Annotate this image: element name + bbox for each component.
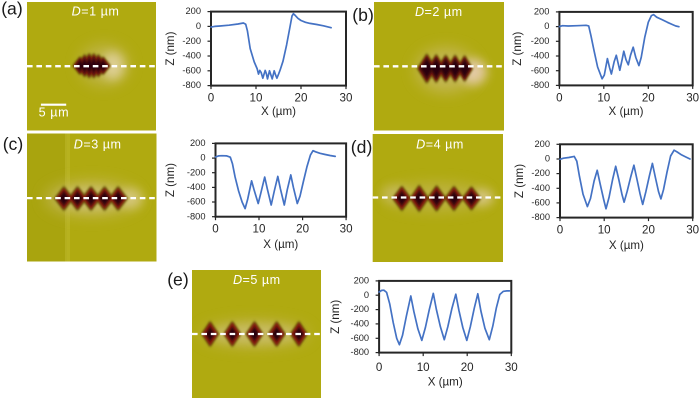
svg-text:X (µm): X (µm) xyxy=(261,105,296,118)
svg-text:(a): (a) xyxy=(1,0,23,18)
svg-text:X (µm): X (µm) xyxy=(428,376,463,389)
svg-text:5 µm: 5 µm xyxy=(39,106,70,120)
svg-text:-400: -400 xyxy=(531,51,550,61)
svg-text:-800: -800 xyxy=(182,80,201,90)
svg-text:0: 0 xyxy=(200,153,205,163)
svg-text:0: 0 xyxy=(196,21,201,31)
svg-text:20: 20 xyxy=(642,91,655,104)
svg-text:10: 10 xyxy=(597,91,610,104)
svg-text:0: 0 xyxy=(212,223,218,236)
svg-text:0: 0 xyxy=(545,154,550,164)
svg-text:-800: -800 xyxy=(187,211,206,221)
svg-text:X (µm): X (µm) xyxy=(263,238,298,251)
svg-text:-200: -200 xyxy=(350,304,369,314)
svg-text:Z (nm): Z (nm) xyxy=(164,31,177,65)
svg-text:0: 0 xyxy=(364,290,369,300)
svg-text:-800: -800 xyxy=(531,212,550,222)
svg-text:-600: -600 xyxy=(187,197,206,207)
svg-text:X (µm): X (µm) xyxy=(609,239,644,252)
svg-text:200: 200 xyxy=(185,6,201,16)
svg-text:20: 20 xyxy=(296,223,309,236)
svg-text:-600: -600 xyxy=(531,65,550,75)
svg-text:0: 0 xyxy=(376,361,382,374)
svg-text:-800: -800 xyxy=(531,80,550,90)
svg-text:0: 0 xyxy=(544,21,549,31)
svg-text:10: 10 xyxy=(253,223,266,236)
svg-text:200: 200 xyxy=(534,7,550,17)
svg-text:10: 10 xyxy=(250,92,263,105)
svg-text:D=3 µm: D=3 µm xyxy=(74,137,122,151)
svg-text:D=5 µm: D=5 µm xyxy=(233,273,281,287)
svg-text:200: 200 xyxy=(534,139,550,149)
svg-text:0: 0 xyxy=(208,92,214,105)
svg-text:-200: -200 xyxy=(531,168,550,178)
svg-text:(b): (b) xyxy=(352,5,374,25)
svg-text:-600: -600 xyxy=(182,65,201,75)
svg-text:0: 0 xyxy=(556,91,562,104)
svg-text:30: 30 xyxy=(340,92,353,105)
svg-text:20: 20 xyxy=(295,92,308,105)
svg-text:30: 30 xyxy=(686,224,699,237)
svg-text:200: 200 xyxy=(354,276,370,286)
svg-text:X (µm): X (µm) xyxy=(608,105,643,118)
svg-text:20: 20 xyxy=(642,224,655,237)
svg-text:-600: -600 xyxy=(350,333,369,343)
svg-text:-400: -400 xyxy=(187,182,206,192)
svg-text:-200: -200 xyxy=(187,167,206,177)
svg-text:10: 10 xyxy=(598,224,611,237)
svg-text:10: 10 xyxy=(417,361,430,374)
svg-text:30: 30 xyxy=(686,91,699,104)
svg-text:20: 20 xyxy=(461,361,474,374)
svg-text:Z (nm): Z (nm) xyxy=(513,164,526,198)
svg-text:D=4 µm: D=4 µm xyxy=(416,137,464,151)
svg-text:30: 30 xyxy=(340,223,353,236)
svg-text:-400: -400 xyxy=(182,51,201,61)
svg-text:30: 30 xyxy=(505,361,518,374)
svg-text:200: 200 xyxy=(190,138,206,148)
svg-text:(c): (c) xyxy=(3,134,24,154)
svg-text:-800: -800 xyxy=(350,347,369,357)
svg-text:D=2 µm: D=2 µm xyxy=(415,5,463,19)
svg-text:Z (nm): Z (nm) xyxy=(511,32,524,66)
svg-text:Z (nm): Z (nm) xyxy=(329,300,342,334)
svg-text:-400: -400 xyxy=(350,319,369,329)
svg-text:(d): (d) xyxy=(351,137,373,157)
svg-text:-400: -400 xyxy=(531,183,550,193)
svg-text:Z (nm): Z (nm) xyxy=(164,163,177,197)
svg-text:-200: -200 xyxy=(182,36,201,46)
svg-text:-600: -600 xyxy=(531,198,550,208)
svg-text:(e): (e) xyxy=(167,270,189,290)
svg-text:D=1 µm: D=1 µm xyxy=(72,4,120,18)
svg-text:0: 0 xyxy=(557,224,563,237)
svg-text:-200: -200 xyxy=(531,36,550,46)
